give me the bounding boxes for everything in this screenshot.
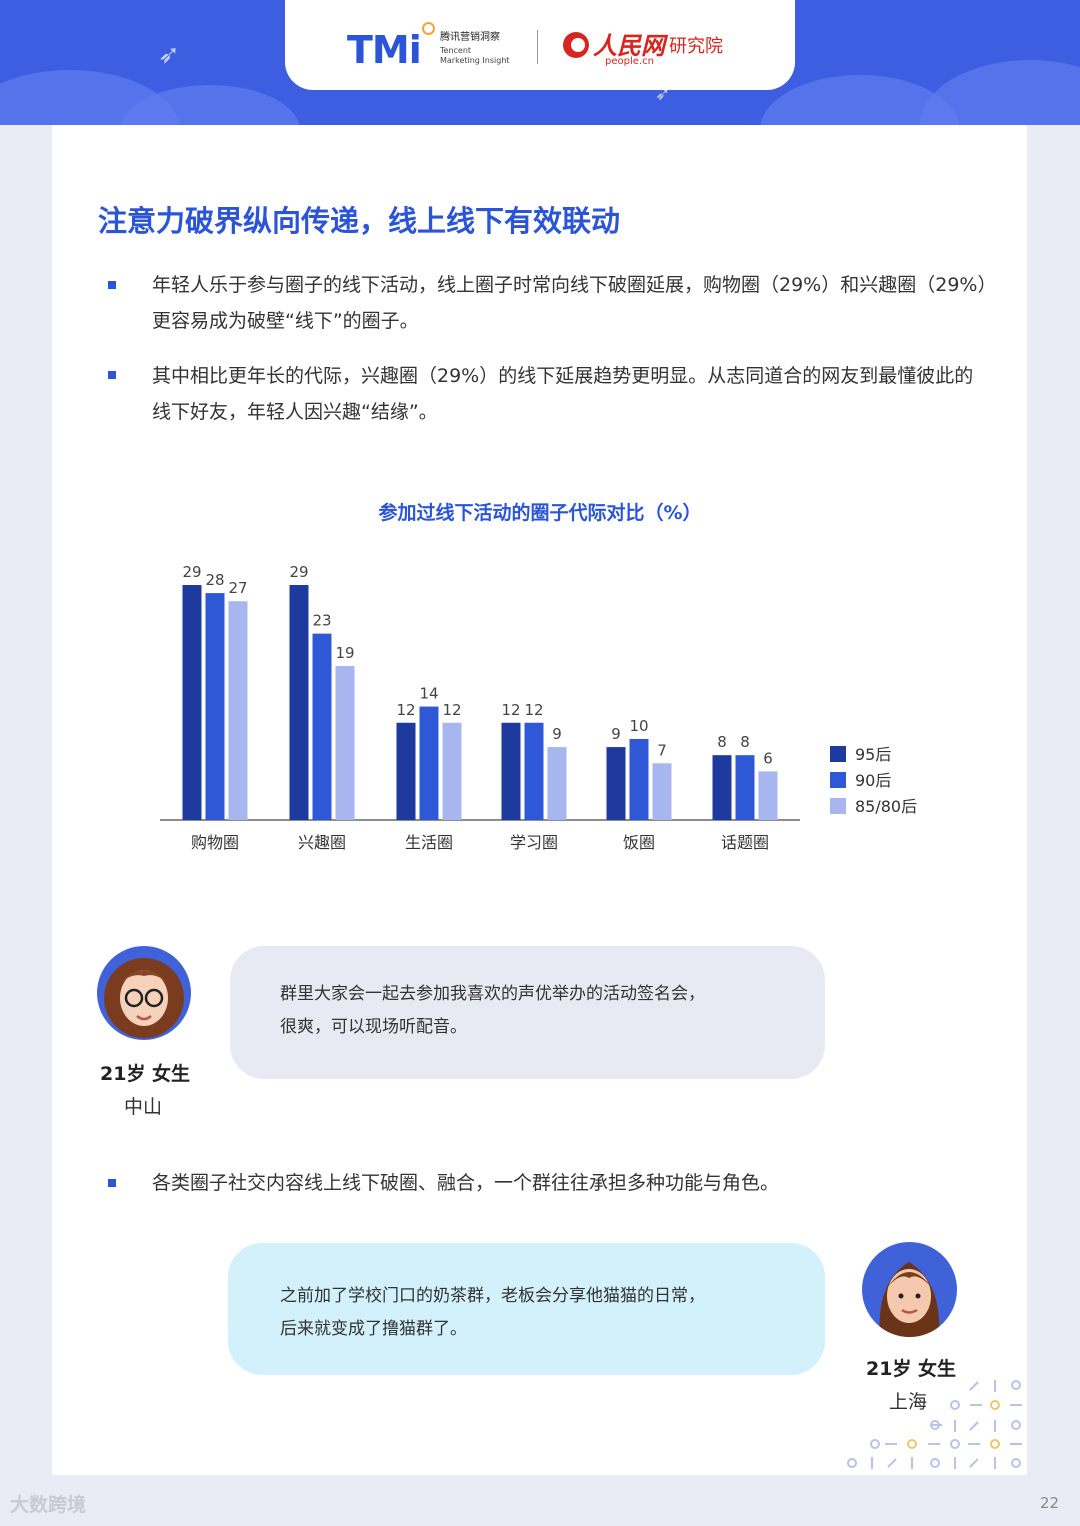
bar [547,747,567,820]
data-label: 10 [629,717,648,735]
bar [289,585,309,820]
x-tick-label: 学习圈 [510,833,558,852]
bullet-text-2: 其中相比更年长的代际，兴趣圈（29%）的线下延展趋势更明显。从志同道合的网友到最… [152,365,974,423]
x-tick-label: 兴趣圈 [298,833,346,852]
x-tick-label: 购物圈 [191,833,239,852]
data-label: 7 [657,741,667,759]
watermark: 大数跨境 [10,1494,87,1516]
avatar-girl-glasses-icon [104,958,184,1038]
bullet-marker [108,281,116,289]
bar [335,666,355,820]
bullet-marker [108,371,116,379]
avatar [862,1242,957,1337]
people-logo-domain: people.cn [605,56,654,67]
chart-title: 参加过线下活动的圈子代际对比（%） [378,502,702,524]
data-label: 12 [501,701,520,719]
legend-label: 90后 [855,771,891,790]
bar [524,722,544,820]
bar [712,755,732,820]
bar [396,722,416,820]
x-tick-label: 话题圈 [721,833,769,852]
avatar-woman-icon [879,1262,940,1337]
logo-card: TMi 腾讯营销洞察 Tencent Marketing Insight 人民网 … [285,0,795,90]
bar [442,722,462,820]
tmi-logo-dot [422,22,435,35]
data-label: 27 [228,579,247,597]
bar [205,593,225,820]
logo-divider [537,30,538,64]
x-tick-label: 饭圈 [623,833,655,852]
bar [629,738,649,820]
bar [182,585,202,820]
data-label: 29 [289,563,308,581]
data-label: 12 [442,701,461,719]
quote-text: 之前加了学校门口的奶茶群，老板会分享他猫猫的日常， 后来就变成了撸猫群了。 [280,1286,705,1339]
avatar [97,946,191,1040]
data-label: 9 [611,725,621,743]
legend-swatch [830,746,846,762]
persona-city: 上海 [889,1391,928,1413]
persona-age-gender: 21岁 女生 [866,1358,957,1380]
legend-swatch [830,798,846,814]
bullet-marker [108,1179,116,1187]
data-label: 8 [717,733,727,751]
page-number: 22 [1040,1494,1060,1512]
tmi-logo-en: Tencent Marketing Insight [440,46,510,65]
x-tick-label: 生活圈 [405,833,453,852]
people-logo: 人民网 [593,31,665,60]
data-label: 8 [740,733,750,751]
bar [606,747,626,820]
tmi-logo-cn: 腾讯营销洞察 [440,32,500,43]
people-logo-mark [563,32,589,58]
persona-age-gender: 21岁 女生 [100,1063,191,1085]
bar [228,601,248,820]
data-label: 29 [182,563,201,581]
bar [501,722,521,820]
bar [419,706,439,820]
bar [652,763,672,820]
tmi-logo: TMi [347,28,422,72]
data-label: 12 [524,701,543,719]
bird-icon: ➶ [158,40,180,70]
bullet-text-1: 年轻人乐于参与圈子的线下活动，线上圈子时常向线下破圈延展，购物圈（29%）和兴趣… [152,274,987,332]
people-institute: 研究院 [669,36,723,57]
decorative-pattern [847,1380,1022,1469]
page-header: ➶ ➶ TMi 腾讯营销洞察 Tencent Marketing Insight … [0,0,1080,125]
data-label: 12 [396,701,415,719]
legend-swatch [830,772,846,788]
bullet-text-3: 各类圈子社交内容线上线下破圈、融合，一个群往往承担多种功能与角色。 [152,1172,780,1194]
data-label: 9 [552,725,562,743]
data-label: 14 [419,685,438,703]
bar [312,633,332,820]
bar [758,771,778,820]
data-label: 23 [312,612,331,630]
data-label: 28 [205,571,224,589]
quote-text: 群里大家会一起去参加我喜欢的声优举办的活动签名会， 很爽，可以现场听配音。 [280,984,705,1037]
page-title: 注意力破界纵向传递，线上线下有效联动 [98,204,621,238]
legend-label: 85/80后 [855,797,917,816]
quote-bubble [228,1243,825,1375]
bar [735,755,755,820]
data-label: 19 [335,644,354,662]
quote-bubble [230,946,825,1079]
persona-city: 中山 [124,1096,163,1118]
legend-label: 95后 [855,745,891,764]
data-label: 6 [763,749,773,767]
